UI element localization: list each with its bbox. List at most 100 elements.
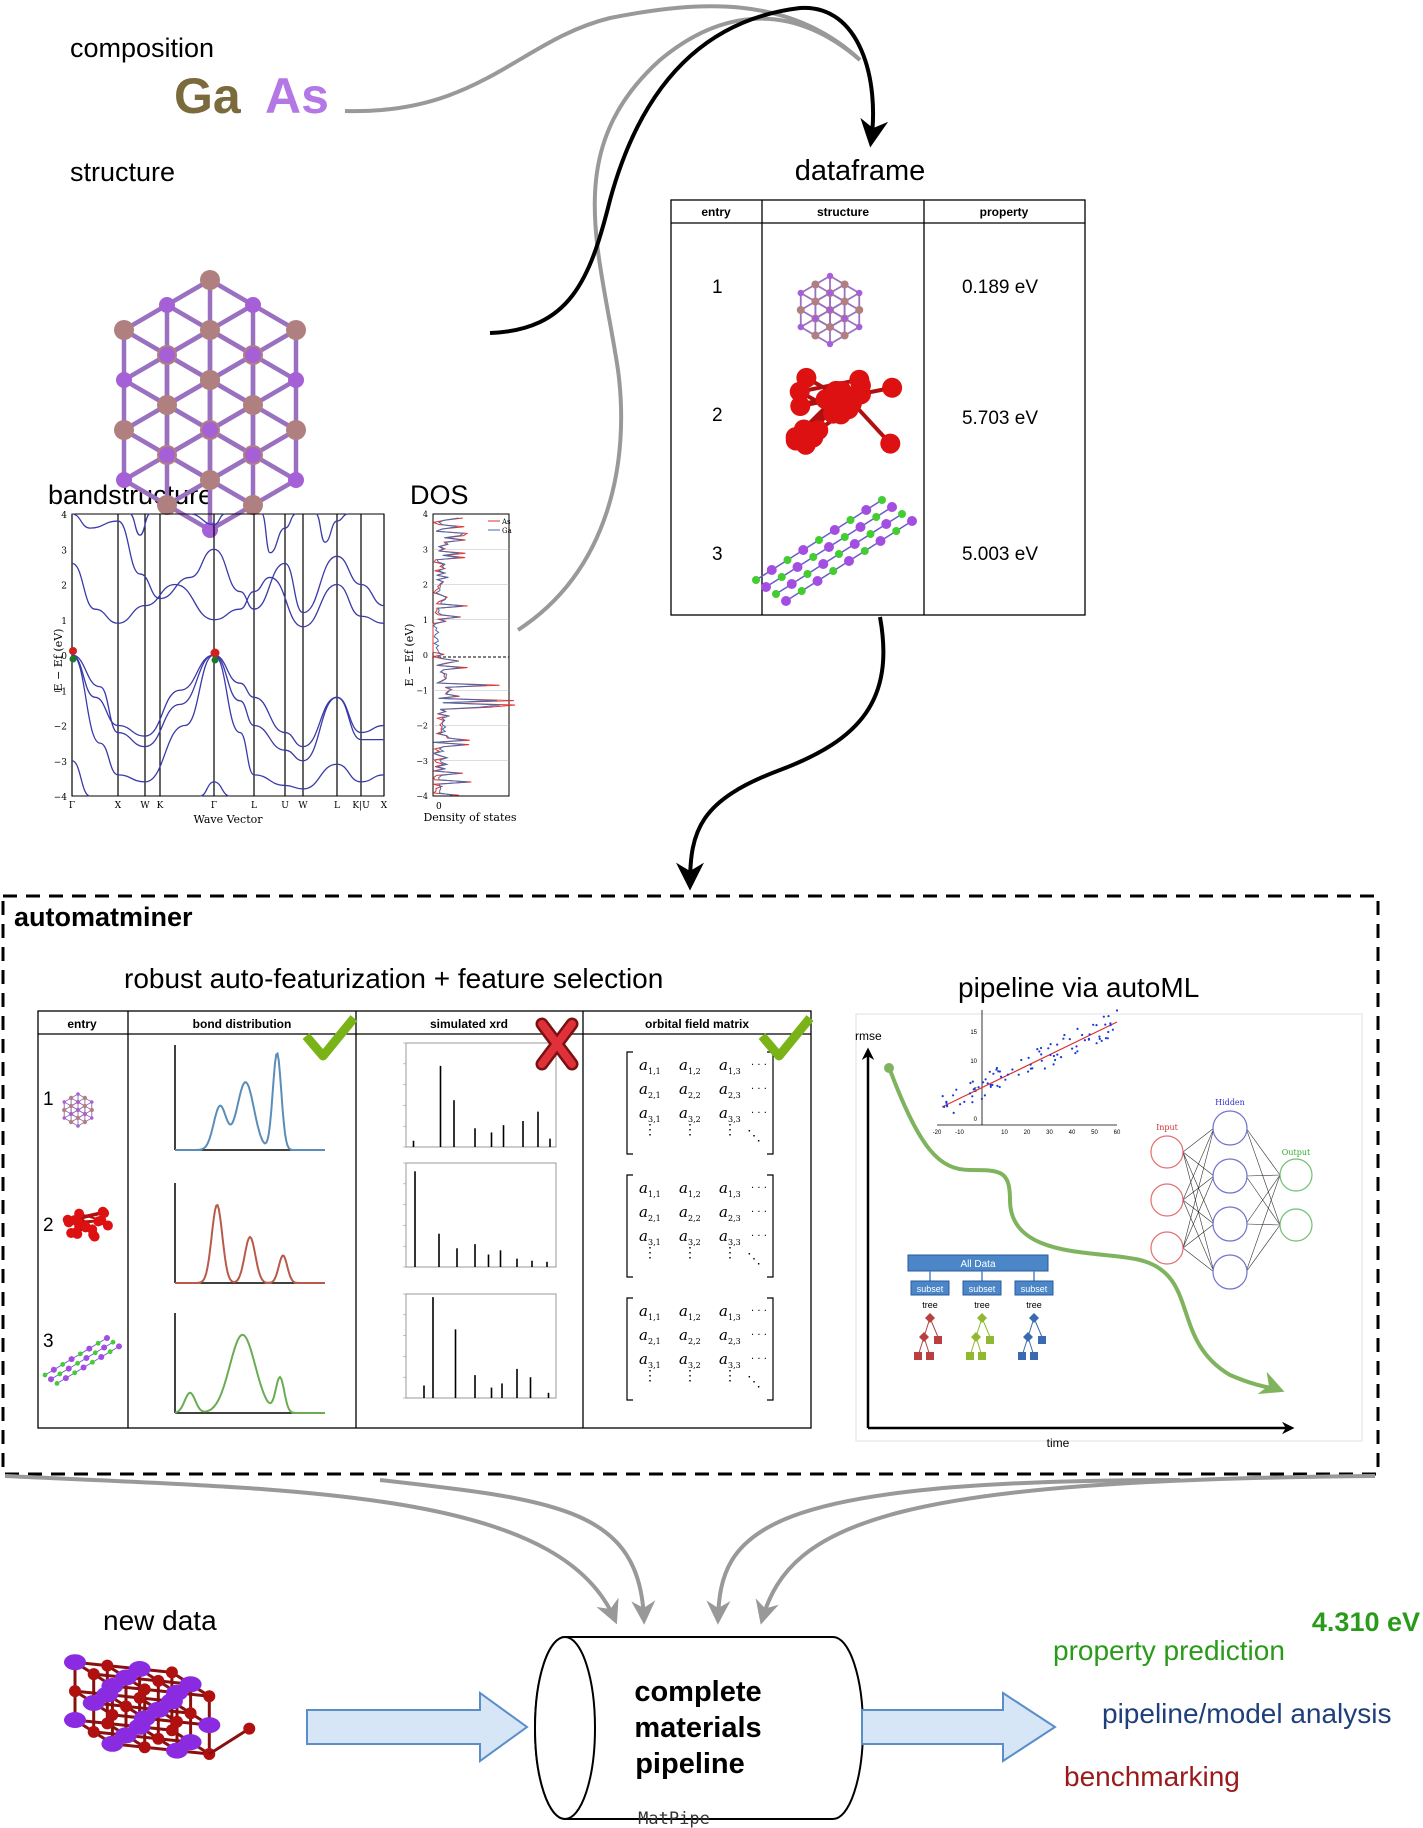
crystal-atom	[64, 1712, 86, 1728]
matrix-index: 1,1	[648, 1313, 661, 1322]
molecule-atom	[102, 1220, 113, 1231]
crystal-atom	[815, 536, 823, 544]
feature-entry-2: 2	[43, 1215, 54, 1236]
matrix-element: a	[639, 1179, 648, 1197]
scatter-point	[1115, 1009, 1119, 1012]
crystal-atom	[855, 522, 866, 532]
dataframe-header-entry: entry	[701, 205, 731, 219]
matrix-element: a	[679, 1104, 688, 1122]
automatminer-title: automatminer	[14, 902, 193, 932]
matrix-element: a	[639, 1203, 648, 1221]
scatter-point	[988, 1070, 991, 1073]
matrix-dots: · · ·	[751, 1108, 767, 1119]
band-curve	[129, 513, 151, 536]
scatter-point	[997, 1070, 1000, 1073]
crystal-atom	[812, 315, 819, 322]
matrix-index: 1,3	[728, 1067, 741, 1076]
pipeline-automl-title: pipeline via autoML	[958, 972, 1199, 1003]
bandstructure-x-tick: L	[251, 801, 257, 811]
scatter-point	[999, 1075, 1003, 1078]
molecule-atom	[790, 396, 811, 417]
matrix-element: a	[639, 1326, 648, 1344]
matrix-index: 1,2	[688, 1313, 701, 1322]
crystal-atom	[840, 280, 849, 289]
scatter-y-tick: 15	[970, 1030, 977, 1036]
matrix-dots: · · ·	[751, 1354, 767, 1365]
new-data-label: new data	[103, 1605, 217, 1636]
crystal-atom	[64, 1654, 86, 1671]
scatter-y-tick: 10	[970, 1059, 977, 1065]
matrix-index: 2,2	[688, 1091, 701, 1100]
composition-label: composition	[70, 33, 214, 63]
xrd-plot-frame	[405, 1042, 557, 1148]
crystal-atom	[184, 1707, 197, 1720]
crystal-atom	[69, 1685, 81, 1698]
composition-connector	[344, 4, 862, 114]
crystal-atom	[856, 323, 863, 331]
scatter-point	[1074, 1052, 1077, 1055]
crystal-atom	[783, 556, 792, 564]
matrix-index: 3,2	[688, 1115, 701, 1124]
crystal-atom	[849, 539, 860, 549]
matrix-index: 3,3	[728, 1238, 741, 1247]
matrix-index: 3,1	[648, 1238, 661, 1247]
scatter-point	[1039, 1046, 1043, 1050]
dataframe-header-structure: structure	[817, 205, 869, 219]
crystal-atom	[133, 1691, 146, 1704]
band-curve	[71, 654, 384, 762]
scatter-point	[1056, 1043, 1059, 1046]
matrix-element: a	[639, 1056, 648, 1074]
scatter-x-tick: 60	[1114, 1130, 1121, 1136]
crystal-atom	[798, 545, 809, 555]
nn-input-node	[1150, 1135, 1184, 1169]
scatter-point	[1049, 1053, 1052, 1057]
bandstructure-y-tick: 4	[61, 511, 67, 521]
crystal-atom	[90, 1359, 95, 1365]
scatter-point	[989, 1083, 992, 1087]
matrix-element: a	[639, 1350, 648, 1368]
subset-label: subset	[1021, 1284, 1048, 1294]
dataframe-row2-property: 5.703 eV	[962, 408, 1038, 429]
crystal-atom	[792, 562, 803, 572]
scatter-point	[952, 1094, 955, 1097]
crystal-atom	[76, 1092, 80, 1096]
pipeline-connector-center	[379, 1478, 656, 1625]
xrd-plot-frame	[405, 1162, 557, 1268]
dataframe-to-automatminer-connector	[676, 616, 886, 891]
crystal-atom	[898, 510, 906, 518]
structure-connector	[489, 5, 889, 335]
band-curve	[315, 513, 349, 543]
scatter-point	[941, 1095, 944, 1098]
crystal-atom	[104, 1335, 110, 1341]
scatter-point	[982, 1081, 985, 1084]
scatter-point	[1109, 1024, 1112, 1027]
scatter-point	[969, 1081, 972, 1085]
xrd-plot-frame	[405, 1293, 557, 1399]
scatter-point	[980, 1097, 984, 1100]
matrix-element: a	[719, 1203, 728, 1221]
matrix-element: a	[679, 1227, 688, 1245]
crystal-atom	[761, 582, 771, 592]
nn-input-node	[1150, 1231, 1184, 1265]
crystal-atom	[841, 315, 848, 322]
matrix-index: 2,1	[648, 1214, 661, 1223]
bandstructure-x-tick: W	[140, 801, 150, 811]
crystal-atom	[82, 1095, 88, 1101]
crystal-atom	[65, 1365, 72, 1372]
molecule-atom	[99, 1208, 110, 1219]
scatter-point	[963, 1100, 966, 1103]
molecule-atom	[63, 1217, 74, 1228]
crystal-atom	[89, 1107, 94, 1113]
scatter-point	[1049, 1043, 1052, 1046]
pipeline-label-line1: complete	[634, 1676, 761, 1708]
crystal-atom	[826, 340, 834, 348]
tree-label: tree	[1026, 1300, 1042, 1310]
dos-connector	[516, 16, 862, 632]
bandstructure-x-tick: W	[298, 801, 308, 811]
dos-label: DOS	[410, 480, 469, 510]
matrix-index: 2,1	[648, 1337, 661, 1346]
dos-y-tick: 4	[423, 510, 428, 519]
pipeline-connector-right-1	[706, 1478, 1181, 1625]
scatter-point	[971, 1101, 974, 1104]
crystal-atom	[152, 1732, 165, 1745]
